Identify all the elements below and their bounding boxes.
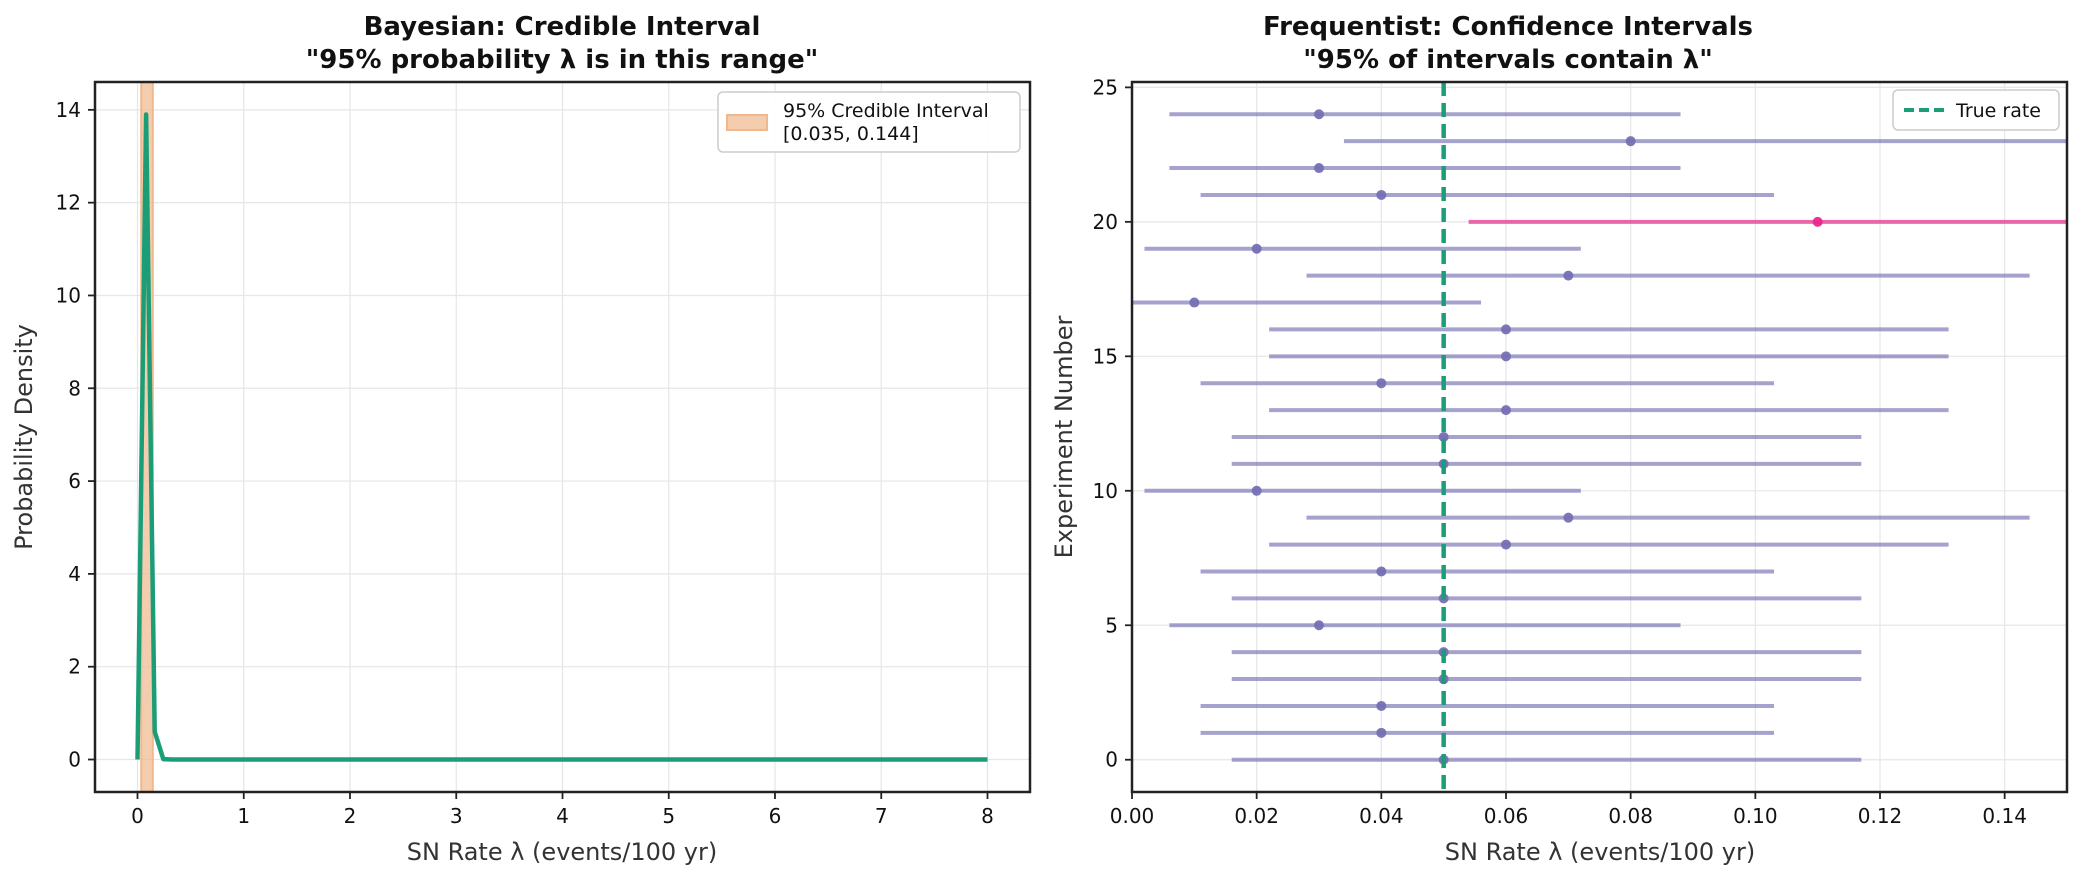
right-legend-box xyxy=(1892,89,2060,131)
right-x-tick-label: 0.06 xyxy=(1484,804,1529,828)
left-x-tick-label: 2 xyxy=(344,804,357,828)
left-y-tick-label: 4 xyxy=(68,562,81,586)
posterior-density-line xyxy=(135,112,988,762)
right-y-tick-label: 25 xyxy=(1093,75,1118,99)
left-y-tick-label: 12 xyxy=(56,191,81,215)
point-estimate xyxy=(1189,297,1200,308)
left-grid xyxy=(95,82,1030,792)
left-y-axis-label: Probability Density xyxy=(10,324,38,550)
right-x-tick-label: 0.02 xyxy=(1234,804,1279,828)
right-y-ticks: 0 5 10 15 20 25 xyxy=(1093,75,1132,772)
left-x-tick-label: 0 xyxy=(131,804,144,828)
right-y-tick-label: 0 xyxy=(1105,748,1118,772)
left-x-tick-label: 1 xyxy=(237,804,250,828)
right-x-tick-label: 0.12 xyxy=(1858,804,1903,828)
left-y-tick-label: 0 xyxy=(68,748,81,772)
left-x-tick-label: 6 xyxy=(769,804,782,828)
right-x-ticks: 0.00 0.02 0.04 0.06 0.08 0.10 0.12 0.14 xyxy=(1110,792,2027,828)
left-title-line1: Bayesian: Credible Interval xyxy=(364,12,761,42)
point-estimate xyxy=(1376,189,1387,200)
point-estimate xyxy=(1376,566,1387,577)
point-estimate xyxy=(1376,727,1387,738)
left-x-axis-label: SN Rate λ (events/100 yr) xyxy=(407,838,718,866)
point-estimate xyxy=(1314,163,1324,174)
left-x-tick-label: 5 xyxy=(662,804,675,828)
left-legend-swatch xyxy=(726,114,768,131)
left-y-tick-label: 2 xyxy=(68,655,81,679)
point-estimate xyxy=(1501,351,1511,362)
point-estimate xyxy=(1563,512,1574,523)
left-x-tick-label: 4 xyxy=(556,804,569,828)
left-series-layer xyxy=(135,112,988,762)
point-estimate xyxy=(1625,136,1636,147)
right-x-axis-label: SN Rate λ (events/100 yr) xyxy=(1445,838,1756,866)
left-x-tick-label: 3 xyxy=(450,804,463,828)
right-legend: True rate xyxy=(1892,89,2060,131)
left-y-ticks: 0 2 4 6 8 10 12 14 xyxy=(56,98,95,772)
frequentist-panel: Frequentist: Confidence Intervals "95% o… xyxy=(1050,12,2069,866)
right-x-tick-label: 0.08 xyxy=(1608,804,1653,828)
left-x-tick-label: 7 xyxy=(875,804,888,828)
bayesian-panel: Bayesian: Credible Interval "95% probabi… xyxy=(10,12,1032,866)
left-y-tick-label: 10 xyxy=(56,283,81,307)
left-legend: 95% Credible Interval [0.035, 0.144] xyxy=(717,91,1021,153)
point-estimate xyxy=(1376,378,1387,389)
left-legend-line1: 95% Credible Interval xyxy=(783,100,989,122)
left-legend-box xyxy=(717,91,1021,153)
right-y-tick-label: 20 xyxy=(1093,210,1118,234)
right-x-tick-label: 0.04 xyxy=(1359,804,1404,828)
right-legend-label: True rate xyxy=(1955,100,2041,122)
left-title-line2: "95% probability λ is in this range" xyxy=(306,45,819,75)
point-estimate xyxy=(1314,620,1324,631)
right-series-layer xyxy=(1132,82,2067,792)
point-estimate xyxy=(1563,270,1574,281)
left-y-tick-label: 6 xyxy=(68,469,81,493)
right-title-line1: Frequentist: Confidence Intervals xyxy=(1263,12,1753,42)
right-y-axis-label: Experiment Number xyxy=(1050,316,1078,559)
left-x-tick-label: 8 xyxy=(981,804,994,828)
point-estimate xyxy=(1438,432,1449,442)
point-estimate xyxy=(1501,405,1511,416)
left-y-tick-label: 14 xyxy=(56,98,81,122)
left-y-tick-label: 8 xyxy=(68,376,81,400)
left-legend-line2: [0.035, 0.144] xyxy=(783,123,919,145)
point-estimate xyxy=(1314,109,1324,120)
right-x-tick-label: 0.14 xyxy=(1982,804,2027,828)
point-estimate xyxy=(1501,324,1511,335)
point-estimate-miss xyxy=(1812,216,1823,227)
right-axes-frame xyxy=(1130,80,2069,794)
right-y-tick-label: 5 xyxy=(1105,613,1118,637)
point-estimate xyxy=(1251,243,1262,254)
point-estimate xyxy=(1376,700,1387,711)
right-x-tick-label: 0.10 xyxy=(1733,804,1778,828)
right-y-tick-label: 15 xyxy=(1093,344,1118,368)
left-x-ticks: 0 1 2 3 4 5 6 7 8 xyxy=(131,792,994,828)
point-estimate xyxy=(1501,539,1511,550)
point-estimate xyxy=(1251,485,1262,496)
right-title-line2: "95% of intervals contain λ" xyxy=(1303,45,1713,75)
right-y-tick-label: 10 xyxy=(1093,479,1118,503)
right-x-tick-label: 0.00 xyxy=(1110,804,1155,828)
